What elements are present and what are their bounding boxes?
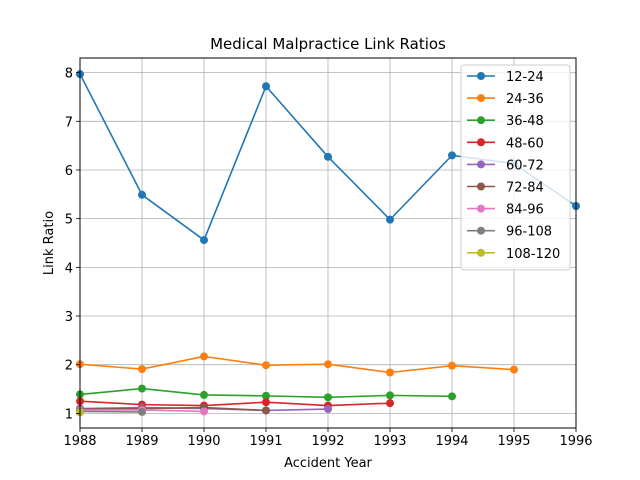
legend-box [460,64,571,271]
data-point-24-36 [262,361,270,370]
data-point-12-24 [138,190,146,199]
data-point-36-48 [386,391,394,400]
data-point-48-60 [262,398,270,407]
data-point-72-84 [262,406,270,415]
y-tick-label: 1 [65,407,73,422]
legend-label: 108-120 [506,247,560,262]
legend-label: 96-108 [506,225,552,240]
data-point-12-24 [448,151,456,160]
legend-label: 36-48 [506,114,544,129]
legend-label: 12-24 [506,70,544,85]
data-point-36-48 [200,390,208,399]
data-point-36-48 [448,392,456,401]
data-point-48-60 [386,399,394,408]
data-point-36-48 [324,393,332,402]
legend-marker-24-36 [477,94,485,103]
data-point-24-36 [448,361,456,370]
x-tick-label: 1990 [187,434,220,449]
y-tick-label: 7 [65,115,73,130]
series-line-24-36 [79,355,515,374]
legend-label: 72-84 [506,181,544,196]
legend-marker-84-96 [477,204,485,213]
legend-marker-48-60 [477,138,485,147]
data-point-12-24 [200,236,208,245]
legend-marker-60-72 [477,160,485,169]
y-tick-label: 4 [65,261,73,276]
chart-title: Medical Malpractice Link Ratios [210,35,446,53]
data-point-24-36 [138,365,146,374]
x-tick-label: 1992 [311,434,344,449]
legend-marker-108-120 [477,248,485,257]
data-point-24-36 [510,365,518,374]
series-line-48-60 [79,400,391,407]
data-point-24-36 [200,352,208,361]
data-point-24-36 [386,368,394,377]
data-point-12-24 [262,82,270,91]
x-tick-label: 1989 [125,434,158,449]
legend-marker-96-108 [477,226,485,235]
data-point-12-24 [324,152,332,161]
y-axis-label: Link Ratio [42,211,57,275]
x-axis-label: Accident Year [284,456,372,471]
y-tick-label: 8 [65,67,73,82]
x-tick-label: 1991 [249,434,282,449]
y-tick-label: 2 [65,359,73,374]
legend-marker-36-48 [477,116,485,125]
data-point-24-36 [324,360,332,369]
data-point-60-72 [324,405,332,414]
series-layer [76,70,580,417]
data-point-12-24 [386,215,394,224]
data-point-36-48 [262,391,270,400]
legend-label: 60-72 [506,158,544,173]
x-tick-label: 1996 [559,434,592,449]
legend-label: 84-96 [506,203,544,218]
legend-marker-72-84 [477,182,485,191]
y-axis: 1 2 3 4 5 6 7 8 [65,67,80,422]
y-tick-label: 3 [65,310,73,325]
series-line-72-84 [79,406,267,412]
legend-label: 48-60 [506,136,544,151]
x-tick-label: 1993 [373,434,406,449]
data-point-96-108 [138,407,146,416]
data-point-36-48 [138,384,146,393]
data-point-84-96 [200,407,208,416]
x-tick-label: 1994 [435,434,468,449]
legend-label: 24-36 [506,92,544,107]
legend: 12-24 24-36 36-48 48-60 60-72 72-84 84-96 96-10… [460,64,571,271]
y-tick-label: 5 [65,213,73,228]
x-axis: 1988 1989 1990 1991 1992 1993 1994 1995 1996 [63,428,593,449]
y-tick-label: 6 [65,164,73,179]
legend-marker-12-24 [477,72,485,80]
x-tick-label: 1995 [497,434,530,449]
x-tick-label: 1988 [63,434,96,449]
